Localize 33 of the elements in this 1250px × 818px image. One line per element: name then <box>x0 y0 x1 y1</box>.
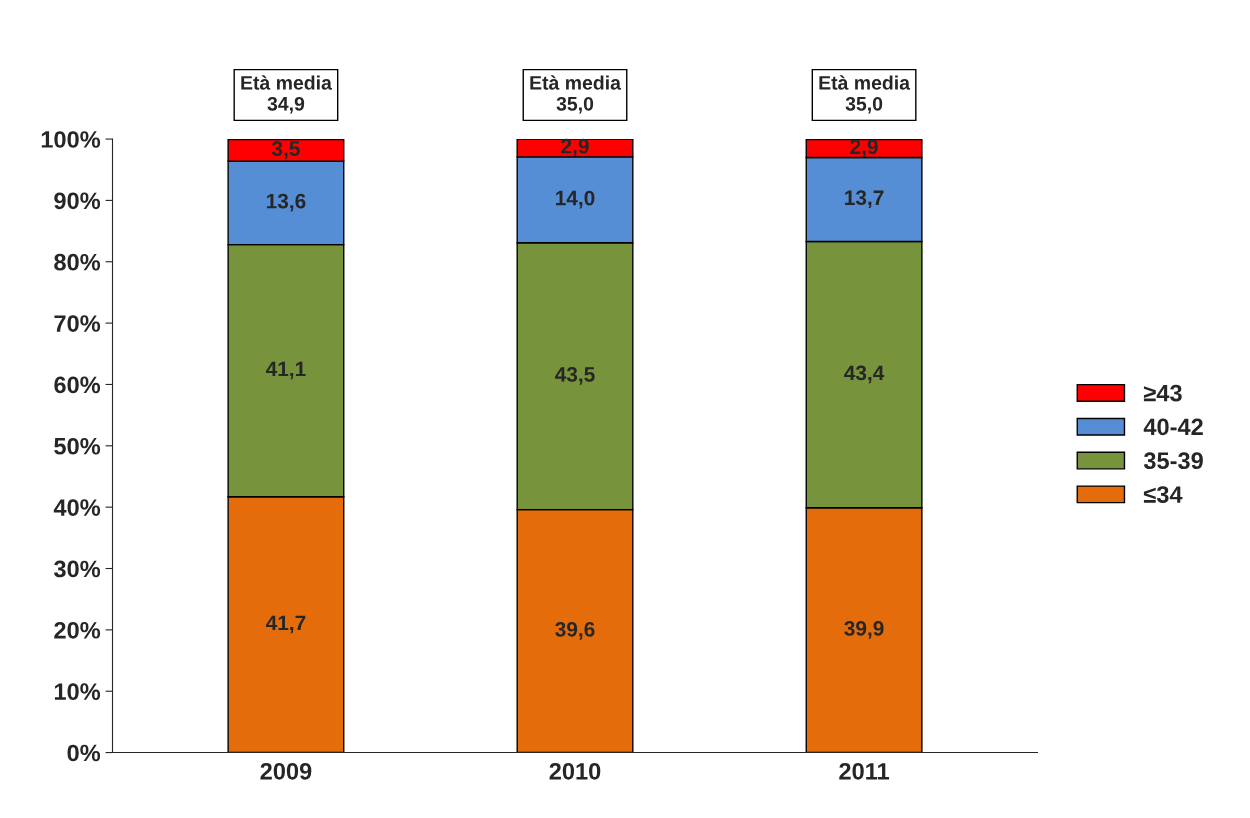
y-tick-label: 90% <box>54 192 101 210</box>
text: Età media 35,0 <box>819 75 911 114</box>
y-tick-label: 80% <box>54 253 101 271</box>
data-label: 39,6 <box>555 621 595 640</box>
y-tick-label: 100% <box>41 131 101 148</box>
y-tick-label: 10% <box>54 683 101 700</box>
y-tick-label: 60% <box>54 376 101 394</box>
data-label: 2,9 <box>561 138 589 157</box>
y-tick-label: 40% <box>53 499 101 516</box>
data-label: 13,6 <box>266 193 306 212</box>
y-tick-label: 0% <box>67 744 101 762</box>
data-label: 3,5 <box>271 141 300 160</box>
legend-label: ≥43 <box>1143 384 1182 402</box>
legend-label: 40-42 <box>1143 418 1203 436</box>
text: Età media 35,0 <box>530 75 622 114</box>
text: Età media 34,9 <box>241 75 332 114</box>
data-label: 2,9 <box>850 139 878 158</box>
x-tick-label: 2010 <box>549 762 601 780</box>
data-label: 43,4 <box>844 365 885 384</box>
data-label: 13,7 <box>845 190 884 209</box>
data-label: 41,7 <box>265 615 306 634</box>
data-label: 14,0 <box>556 190 595 209</box>
data-label: 41,1 <box>265 361 306 380</box>
legend-label: ≤34 <box>1143 486 1183 503</box>
y-tick-label: 50% <box>54 437 101 455</box>
y-tick-label: 20% <box>54 621 101 639</box>
data-label: 43,5 <box>555 367 595 385</box>
legend-label: 35-39 <box>1143 452 1203 470</box>
y-tick-label: 30% <box>53 560 101 578</box>
x-tick-label: 2011 <box>839 762 890 780</box>
data-label: 39,9 <box>844 621 884 639</box>
y-tick-label: 70% <box>54 315 101 332</box>
x-tick-label: 2009 <box>260 762 312 780</box>
